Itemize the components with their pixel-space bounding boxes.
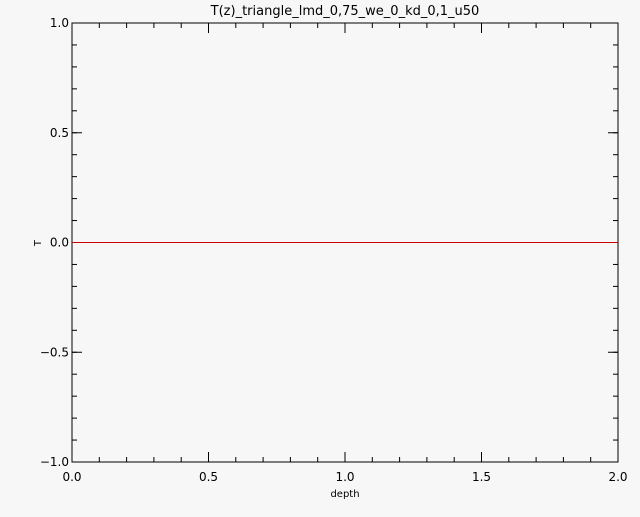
x-tick-label: 1.5: [472, 470, 491, 484]
y-tick-label: 1.0: [50, 16, 69, 30]
x-tick-label: 0.5: [199, 470, 218, 484]
x-tick-label: 2.0: [608, 470, 627, 484]
chart-title: T(z)_triangle_lmd_0,75_we_0_kd_0,1_u50: [210, 4, 480, 19]
x-axis: 0.0 0.5 1.0 1.5 2.0: [62, 23, 628, 484]
x-tick-label: 0.0: [62, 470, 81, 484]
y-axis-label: T: [33, 239, 44, 247]
y-tick-label: −1.0: [40, 455, 69, 469]
y-tick-label: 0.0: [50, 236, 69, 250]
x-axis-label: depth: [330, 489, 359, 500]
x-tick-label: 1.0: [335, 470, 354, 484]
y-tick-label: 0.5: [50, 126, 69, 140]
y-tick-label: −0.5: [40, 345, 69, 359]
